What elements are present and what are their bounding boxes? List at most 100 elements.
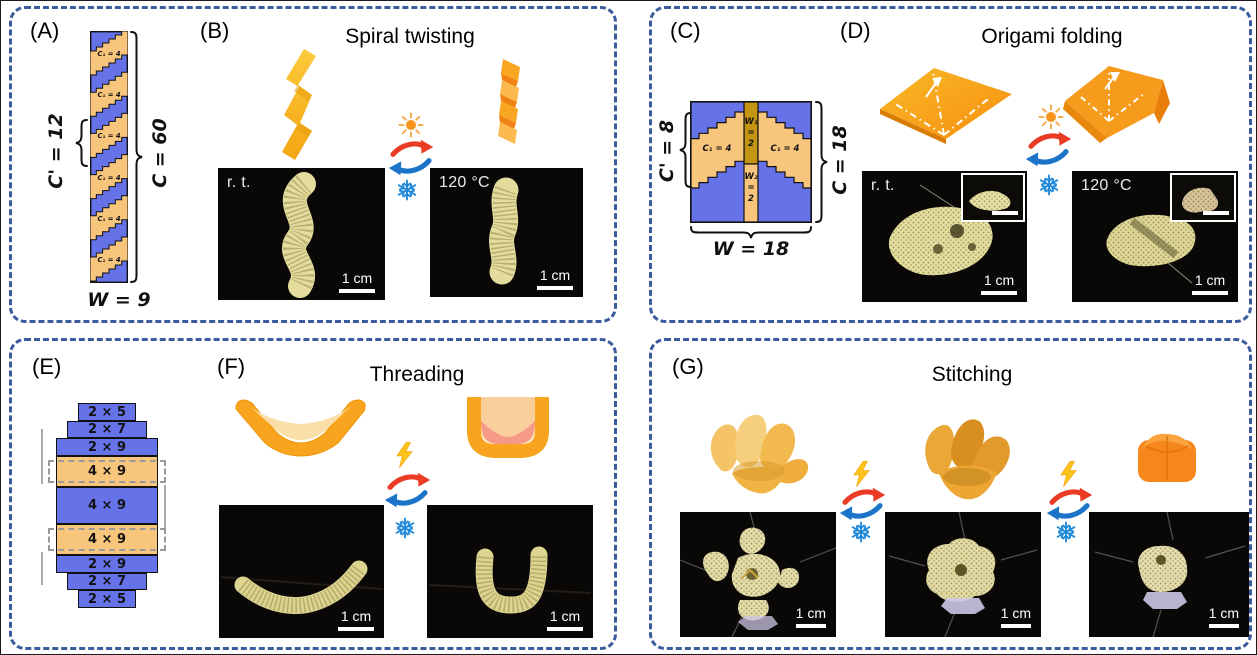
scale-bar-line	[547, 627, 583, 631]
flat-trough-illustration	[235, 399, 366, 457]
photo-stitching-closed: 1 cm	[1089, 512, 1249, 637]
snowflake-icon	[1055, 521, 1077, 543]
closed-box-illustration	[1138, 433, 1196, 482]
snowflake-icon	[396, 179, 418, 201]
repeat-indicator-line	[41, 552, 43, 585]
twisted-ribbon-illustration	[498, 59, 520, 144]
stack-row: 2 × 9	[56, 438, 158, 456]
lightning-icon	[853, 461, 870, 487]
scale-bar-label: 1 cm	[1208, 605, 1239, 621]
inset-specimen	[969, 190, 1011, 211]
scale-bar-label: 1 cm	[1000, 605, 1031, 621]
stack-row-label: 2 × 5	[87, 404, 127, 420]
photo-stitching-open: 1 cm	[680, 512, 836, 637]
blue-cool-arrow-icon	[384, 489, 428, 508]
c1-right-label: C₁ = 4	[771, 144, 800, 154]
band-label: C₁ = 4	[97, 91, 120, 99]
scale-bar-label: 1 cm	[983, 272, 1015, 288]
inset-scale-bar-line	[992, 211, 1018, 215]
photo-origami-120c: 120 °C 1 cm	[1072, 171, 1238, 302]
blue-cool-arrow-icon	[1025, 148, 1069, 167]
photo-temp-tag: 120 °C	[439, 174, 490, 191]
threading-title: Threading	[369, 363, 465, 386]
specimen-spiral-twisted	[489, 177, 519, 285]
blue-cool-arrow-icon	[839, 502, 883, 521]
photo-temp-tag: r. t.	[871, 177, 895, 194]
total-brace	[815, 101, 828, 223]
stack-row: 2 × 5	[78, 403, 136, 421]
total-count-label: C = 18	[829, 125, 851, 195]
snowflake-icon	[394, 517, 416, 539]
panel-label-b: (B)	[200, 18, 230, 43]
panel-group-g: (G) Stitching	[649, 338, 1252, 650]
inset-scale-bar-line	[1203, 211, 1229, 215]
fuse-region-marker	[48, 460, 166, 483]
scale-bar-label: 1 cm	[1194, 272, 1226, 288]
u-channel-illustration	[467, 397, 549, 458]
w1-eq: =	[747, 128, 754, 138]
half-closed-flower-illustration	[925, 419, 1010, 500]
photo-spiral-rt: r. t. 1 cm	[218, 168, 385, 300]
origami-folding-title: Origami folding	[981, 25, 1123, 48]
scale-bar-label: 1 cm	[549, 608, 581, 624]
repeat-brace	[679, 112, 692, 188]
scale-bar: 1 cm	[339, 270, 375, 293]
flat-sheet-illustration	[880, 68, 1012, 144]
w1-value: 2	[748, 139, 754, 149]
red-heat-arrow-icon	[390, 139, 434, 158]
photo-temp-tag: 120 °C	[1081, 177, 1132, 194]
strip-pattern-diagram: C₁ = 4 C₁ = 4 C₁ = 4 C₁ = 4 C₁ = 4 C₁ = …	[90, 31, 128, 283]
band-label: C₁ = 4	[97, 50, 120, 58]
scale-bar: 1 cm	[796, 605, 826, 628]
scale-bar-line	[981, 291, 1017, 295]
scale-bar-line	[537, 286, 573, 290]
specimen-half-closed	[888, 512, 1038, 637]
flat-ribbon-illustration	[282, 49, 316, 160]
stack-row: 2 × 7	[67, 421, 147, 438]
stack-row-label: 2 × 9	[87, 439, 127, 455]
band-label: C₁ = 4	[97, 256, 120, 264]
width-label: W = 18	[712, 238, 790, 260]
c1-left-label: C₁ = 4	[703, 144, 732, 154]
repeat-count-label: C' = 12	[45, 113, 67, 189]
side-view-inset	[1170, 173, 1236, 222]
scale-bar-line	[1000, 624, 1031, 628]
photo-origami-rt: r. t. 1 cm	[862, 171, 1027, 302]
lightning-icon	[1060, 461, 1077, 487]
panel-label-a: (A)	[30, 18, 60, 43]
photo-temp-tag: r. t.	[227, 174, 251, 191]
stack-row-label: 4 × 9	[87, 532, 127, 547]
folded-sheet-illustration	[1063, 66, 1170, 143]
specimen-u-shape	[428, 546, 592, 614]
band-label: C₁ = 4	[97, 215, 120, 223]
repeat-brace	[75, 119, 88, 167]
sun-icon	[1038, 104, 1064, 130]
sheet-pattern-diagram: C₁ = 4 C₁ = 4 W₁ = 2 W₂ = 2	[690, 101, 812, 223]
specimen-flat-sheet	[888, 184, 993, 276]
scale-bar-line	[339, 289, 375, 293]
panel-group-ef: (E) 2 × 5 2 × 7 2 × 9 4 × 9 4 × 9 4 × 9 …	[9, 338, 617, 650]
scale-bar-line	[1208, 624, 1239, 628]
panel-label-e: (E)	[32, 354, 62, 379]
scale-bar-line	[338, 627, 374, 631]
blue-cool-arrow-icon	[1046, 502, 1090, 521]
panel-label-f: (F)	[217, 354, 246, 379]
scale-bar: 1 cm	[1001, 605, 1031, 628]
specimen-trough	[220, 560, 383, 614]
band-label: C₁ = 4	[97, 132, 120, 140]
scale-bar: 1 cm	[1209, 605, 1239, 628]
scale-bar: 1 cm	[338, 608, 374, 631]
scale-bar-label: 1 cm	[795, 605, 826, 621]
w2-value: 2	[748, 194, 754, 204]
open-flower-illustration	[710, 414, 809, 494]
specimen-closed	[1094, 512, 1246, 637]
photo-spiral-120c: 120 °C 1 cm	[430, 168, 583, 297]
repeat-indicator-line	[41, 429, 43, 484]
panel-group-cd: (C) C₁ = 4 C₁ = 4 W₁ = 2 W₂ = 2 C' = 8 C…	[649, 6, 1252, 323]
scale-bar: 1 cm	[547, 608, 583, 631]
specimen-spiral-relaxed	[282, 172, 316, 298]
stack-row: 4 × 9	[56, 487, 158, 524]
total-count-label: C = 60	[149, 118, 171, 188]
stack-row: 2 × 7	[67, 573, 147, 590]
stack-row-label: 2 × 7	[87, 422, 127, 437]
